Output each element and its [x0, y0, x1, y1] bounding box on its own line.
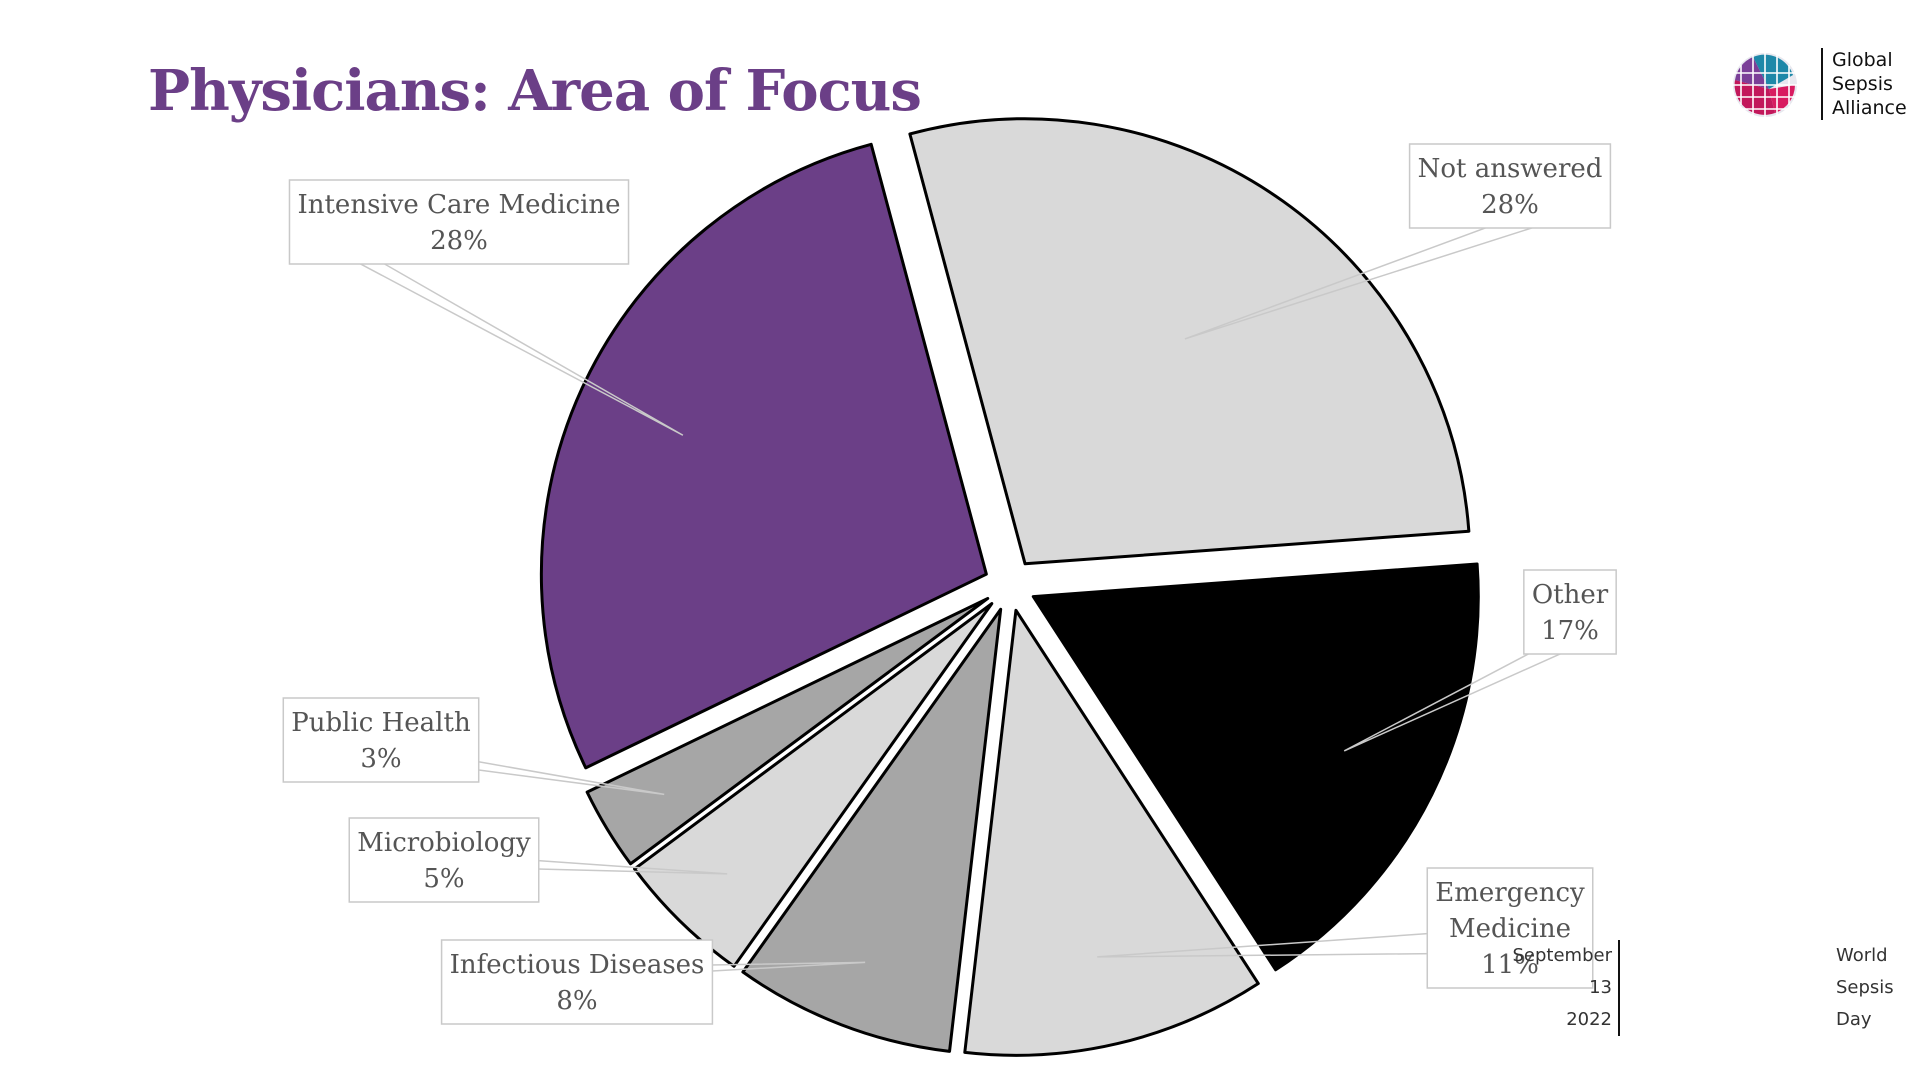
leader-line-other [1343, 607, 1617, 752]
logo-line-1: Global [1832, 49, 1893, 71]
slice-name-label: Intensive Care Medicine [297, 190, 620, 220]
page-title: Physicians: Area of Focus [148, 58, 922, 124]
leader-line-not-answered [1184, 181, 1611, 340]
slice-percent-label: 28% [1481, 190, 1539, 220]
label-box [288, 179, 630, 265]
slice-label-intensive-care-medicine: Intensive Care Medicine 28% [288, 179, 630, 265]
event-name-line-1: World [1836, 945, 1888, 966]
slice-label-public-health: Public Health 3% [282, 697, 480, 783]
slice-label-other: Other 17% [1523, 569, 1617, 655]
slice-labels: Not answered 28% Other 17% Emergency Medicine… [282, 143, 1617, 1025]
event-date-year: 2022 [1566, 1009, 1612, 1030]
slice-name-label: Public Health [291, 708, 471, 738]
slice-name-label: Emergency [1435, 878, 1585, 908]
globe-logo-icon [1733, 53, 1797, 117]
pie-slice-infectious-diseases [741, 607, 1003, 1053]
label-box [1426, 867, 1594, 989]
slice-percent-label: 8% [556, 986, 597, 1016]
slice-name-label: Other [1532, 580, 1609, 610]
leader-line-intensive-care-medicine [289, 208, 684, 436]
slice-label-not-answered: Not answered 28% [1408, 143, 1612, 229]
slice-label-infectious-diseases: Infectious Diseases 8% [440, 939, 714, 1025]
slice-percent-label: 17% [1541, 616, 1599, 646]
pie-slices [539, 117, 1480, 1057]
slice-percent-label: 28% [430, 226, 488, 256]
event-date: September 13 2022 [1512, 940, 1620, 1036]
pie-slice-emergency-medicine [963, 608, 1260, 1057]
event-date-month: September [1512, 945, 1613, 966]
slice-label-emergency-medicine: Emergency Medicine 11% [1426, 867, 1594, 989]
slice-label-microbiology: Microbiology 5% [348, 817, 540, 903]
label-box [1523, 569, 1617, 655]
label-box [348, 817, 540, 903]
label-box [440, 939, 714, 1025]
slice-percent-label: 11% [1481, 950, 1539, 980]
slice-name-label: Infectious Diseases [450, 950, 705, 980]
slice-name-label: Medicine [1449, 914, 1571, 944]
logo-line-3: Alliance [1832, 97, 1907, 119]
event-name-line-2: Sepsis [1836, 977, 1894, 998]
pie-slice-not-answered [908, 117, 1471, 566]
slice-name-label: Microbiology [357, 828, 531, 858]
slice-percent-label: 3% [360, 744, 401, 774]
slice-name-label: Not answered [1418, 154, 1603, 184]
logo-line-2: Sepsis [1832, 73, 1893, 95]
pie-slice-intensive-care-medicine [539, 142, 988, 770]
pie-slice-microbiology [633, 602, 994, 968]
global-sepsis-alliance-logo: Global Sepsis Alliance [1821, 48, 1907, 120]
pie-slice-other [1031, 562, 1480, 972]
event-name-line-3: Day [1836, 1009, 1872, 1030]
label-box [1408, 143, 1612, 229]
pie-slice-public-health [585, 596, 990, 866]
event-name: World Sepsis Day [1836, 940, 1894, 1036]
slice-percent-label: 5% [423, 864, 464, 894]
label-box [282, 697, 480, 783]
event-date-day: 13 [1589, 977, 1612, 998]
